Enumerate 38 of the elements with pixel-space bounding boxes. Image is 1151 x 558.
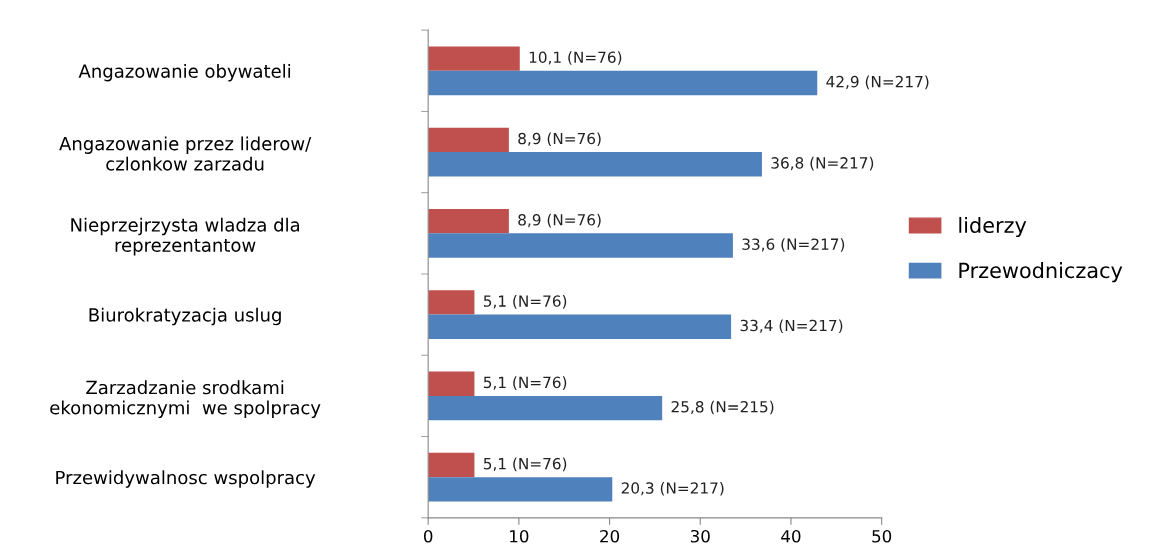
bar [428,395,663,421]
bar [428,46,520,71]
legend-label: liderzy [959,216,1027,238]
y-tick-label: Nieprzejrzysta wladza dla reprezentantow [71,217,300,256]
data-label: 20,3 (N=217) [621,482,724,496]
x-tick-label: 10 [510,529,529,543]
x-tick-label: 40 [781,529,801,543]
bar [428,208,509,234]
bar [428,477,613,502]
legend-label: Przewodniczacy [959,262,1123,283]
bar [428,70,818,96]
bar [428,314,732,339]
y-tick-label: Angazowanie przez liderow/ czlonkow zarzadu [59,136,312,171]
x-tick-label: 0 [423,529,433,543]
data-label: 33,4 (N=217) [740,319,843,334]
y-tick-label: Angazowanie obywateli [78,63,291,82]
y-tick-label: Zarzadzanie srodkami ekonomicznymi we spolpracy [50,380,321,418]
y-tick-label: Przewidywalnosc wspolpracy [56,470,316,488]
bar [428,152,762,177]
data-label: 33,6 (N=217) [742,238,845,252]
x-tick-label: 50 [872,529,892,543]
data-label: 25,8 (N=215) [671,400,774,415]
data-label: 8,9 (N=76) [518,213,601,228]
data-label: 5,1 (N=76) [483,457,567,472]
bar [428,290,475,315]
data-label: 42,9 (N=217) [826,75,929,90]
bar [428,452,475,478]
bar [428,127,509,153]
bar [428,371,475,396]
bar [428,233,733,258]
data-label: 5,1 (N=76) [483,376,567,390]
x-tick-label: 20 [600,529,620,543]
data-label: 8,9 (N=76) [518,132,601,147]
data-label: 36,8 (N=217) [771,156,874,171]
y-tick-label: Biurokratyzacja uslug [89,307,281,326]
data-label: 5,1 (N=76) [483,295,567,309]
data-label: 10,1 (N=76) [529,51,622,65]
x-tick-label: 30 [690,529,710,543]
